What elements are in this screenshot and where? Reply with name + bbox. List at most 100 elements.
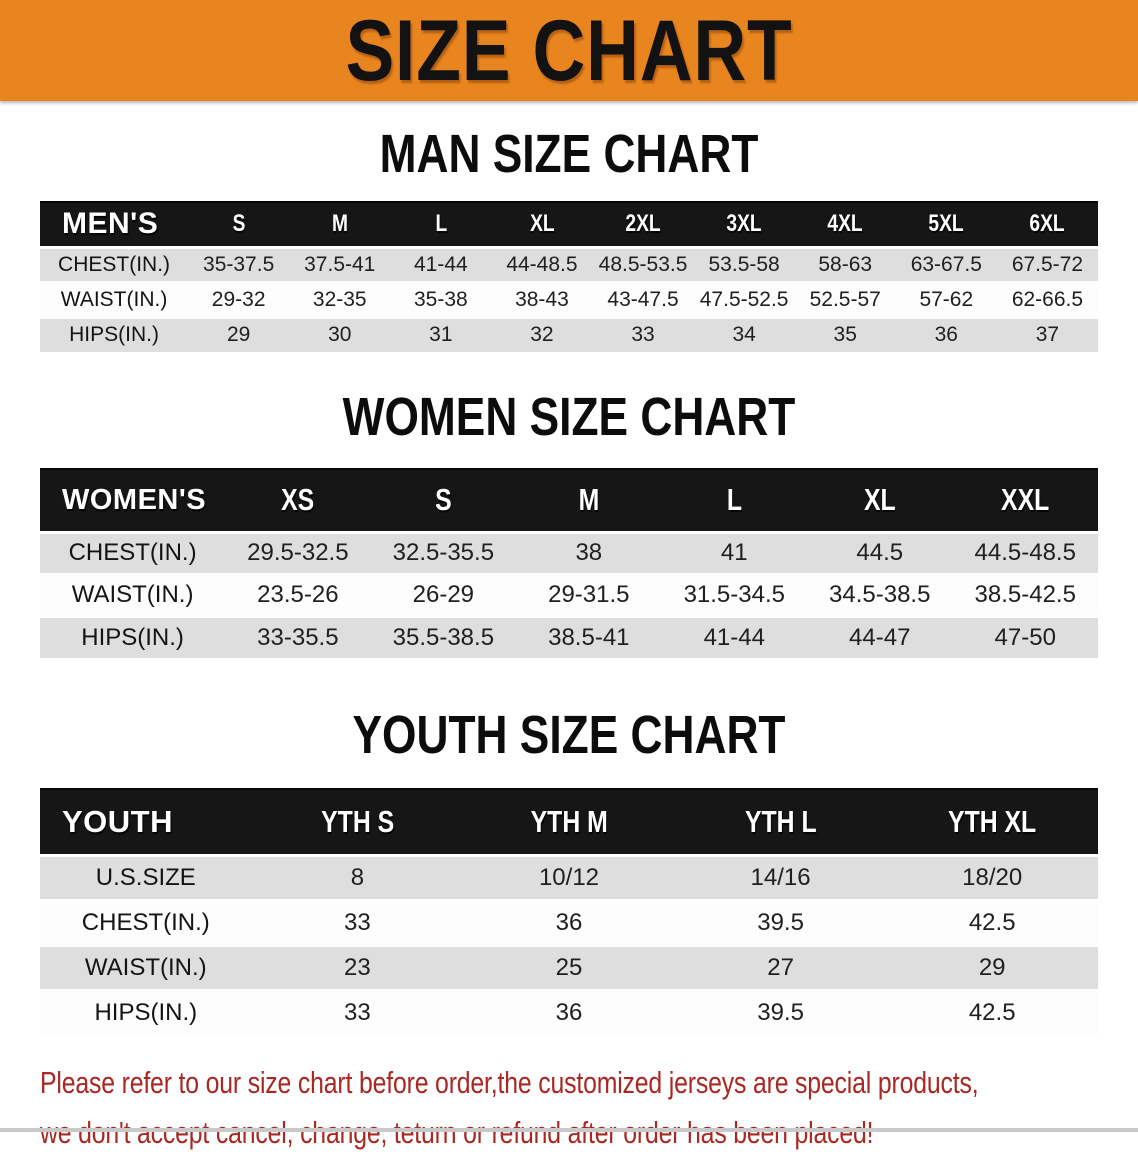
size-column-header: S — [370, 468, 517, 533]
measurement-cell: 31 — [390, 315, 492, 352]
size-column-header-text: S — [435, 482, 452, 518]
size-column-header: XL — [807, 468, 953, 533]
table-row: HIPS(IN.) 33-35.5 35.5-38.5 38.5-41 41-44 44-… — [40, 614, 1098, 658]
measurement-cell: 8 — [251, 853, 464, 900]
measurement-cell: 42.5 — [886, 988, 1098, 1035]
size-column-header-text: YTH L — [744, 803, 817, 839]
womens-size-table: WOMEN'S XS S M L XL XXL CHEST(IN.) 29.5-32.5 32.5… — [40, 468, 1098, 658]
disclaimer: Please refer to our size chart before or… — [40, 1061, 1138, 1161]
row-label: CHEST(IN.) — [40, 898, 252, 945]
size-column-header-text: M — [578, 482, 600, 518]
measurement-cell: 29 — [886, 943, 1098, 990]
size-column-header-text: XXL — [1001, 482, 1050, 518]
row-label: HIPS(IN.) — [40, 614, 226, 658]
table-row: HIPS(IN.) 29 30 31 32 33 34 35 36 37 — [40, 315, 1098, 352]
section-youth: YOUTH SIZE CHART YOUTH YTH S YTH M YTH L YTH … — [40, 705, 1098, 1035]
size-column-header-text: S — [232, 210, 246, 238]
row-label: WAIST(IN.) — [40, 280, 189, 317]
measurement-cell: 33 — [251, 988, 464, 1035]
size-column-header: XXL — [952, 468, 1098, 533]
table-row: WAIST(IN.) 23.5-26 26-29 29-31.5 31.5-34.5 34… — [40, 572, 1098, 616]
measurement-cell: 38.5-41 — [516, 614, 662, 658]
measurement-cell: 67.5-72 — [996, 245, 1098, 282]
table-header-label: YOUTH — [40, 788, 252, 856]
measurement-cell: 35-38 — [390, 280, 492, 317]
table-header-label: WOMEN'S — [40, 468, 226, 533]
banner-title: SIZE CHART — [345, 2, 793, 99]
measurement-cell: 42.5 — [886, 898, 1098, 945]
table-row: CHEST(IN.) 35-37.5 37.5-41 41-44 44-48.5 48.5… — [40, 245, 1098, 282]
section-womens: WOMEN SIZE CHART WOMEN'S XS S M L XL XXL CHEST(I… — [40, 387, 1098, 658]
section-heading-text: MAN SIZE CHART — [379, 124, 759, 184]
measurement-cell: 35.5-38.5 — [370, 614, 517, 658]
measurement-cell: 43-47.5 — [592, 280, 694, 317]
section-heading-text: YOUTH SIZE CHART — [352, 705, 786, 765]
measurement-cell: 32 — [491, 315, 593, 352]
bottom-edge-divider — [0, 1128, 1138, 1132]
measurement-cell: 32-35 — [289, 280, 391, 317]
measurement-cell: 23 — [251, 943, 464, 990]
section-heading-womens: WOMEN SIZE CHART — [40, 387, 1098, 447]
measurement-cell: 39.5 — [674, 898, 887, 945]
measurement-cell: 63-67.5 — [895, 245, 997, 282]
measurement-cell: 41-44 — [390, 245, 492, 282]
table-row: CHEST(IN.) 29.5-32.5 32.5-35.5 38 41 44.5 44.5… — [40, 530, 1098, 574]
size-column-header-text: L — [726, 482, 742, 518]
section-mens: MAN SIZE CHART MEN'S S M L XL 2XL 3XL 4XL 5XL 6XL C… — [40, 124, 1098, 352]
table-header-label: MEN'S — [40, 201, 189, 248]
size-column-header-text: L — [434, 210, 447, 238]
measurement-cell: 41 — [661, 530, 808, 574]
table-row: CHEST(IN.) 33 36 39.5 42.5 — [40, 898, 1098, 945]
measurement-cell: 37 — [996, 315, 1098, 352]
measurement-cell: 31.5-34.5 — [661, 572, 808, 616]
size-column-header: 4XL — [794, 201, 896, 248]
size-column-header: XL — [491, 201, 593, 248]
measurement-cell: 53.5-58 — [693, 245, 795, 282]
row-label: HIPS(IN.) — [40, 315, 189, 352]
measurement-cell: 33 — [251, 898, 464, 945]
measurement-cell: 23.5-26 — [225, 572, 371, 616]
measurement-cell: 32.5-35.5 — [370, 530, 517, 574]
size-column-header: 6XL — [996, 201, 1098, 248]
table-header-row: YOUTH YTH S YTH M YTH L YTH XL — [40, 788, 1098, 856]
measurement-cell: 47-50 — [952, 614, 1098, 658]
size-column-header-text: 2XL — [625, 210, 661, 238]
measurement-cell: 33-35.5 — [225, 614, 371, 658]
disclaimer-line-2-text: we don't accept cancel, change, teturn o… — [40, 1115, 874, 1150]
row-label: WAIST(IN.) — [40, 943, 252, 990]
section-heading-text: WOMEN SIZE CHART — [342, 387, 796, 447]
measurement-cell: 58-63 — [794, 245, 896, 282]
size-column-header: 3XL — [693, 201, 795, 248]
size-column-header-text: XL — [863, 482, 896, 518]
measurement-cell: 36 — [895, 315, 997, 352]
size-column-header: YTH M — [463, 788, 675, 856]
table-row: U.S.SIZE 8 10/12 14/16 18/20 — [40, 853, 1098, 900]
size-column-header: YTH L — [674, 788, 887, 856]
measurement-cell: 26-29 — [370, 572, 517, 616]
youth-size-table: YOUTH YTH S YTH M YTH L YTH XL U.S.SIZE 8 10/12… — [40, 788, 1098, 1035]
measurement-cell: 44.5 — [807, 530, 953, 574]
measurement-cell: 38-43 — [491, 280, 593, 317]
size-column-header: L — [661, 468, 808, 533]
measurement-cell: 39.5 — [674, 988, 887, 1035]
measurement-cell: 34 — [693, 315, 795, 352]
measurement-cell: 27 — [674, 943, 887, 990]
disclaimer-line: Please refer to our size chart before or… — [40, 1061, 1138, 1111]
measurement-cell: 36 — [463, 898, 675, 945]
measurement-cell: 41-44 — [661, 614, 808, 658]
size-column-header-text: 6XL — [1029, 210, 1066, 238]
disclaimer-line: we don't accept cancel, change, teturn o… — [40, 1111, 1138, 1161]
measurement-cell: 48.5-53.5 — [592, 245, 694, 282]
measurement-cell: 33 — [592, 315, 694, 352]
size-column-header: M — [289, 201, 391, 248]
measurement-cell: 52.5-57 — [794, 280, 896, 317]
row-label: CHEST(IN.) — [40, 530, 226, 574]
row-label: CHEST(IN.) — [40, 245, 189, 282]
measurement-cell: 18/20 — [886, 853, 1098, 900]
measurement-cell: 29-32 — [188, 280, 290, 317]
size-chart-sections: MAN SIZE CHART MEN'S S M L XL 2XL 3XL 4XL 5XL 6XL C… — [0, 124, 1138, 1035]
measurement-cell: 44.5-48.5 — [952, 530, 1098, 574]
measurement-cell: 57-62 — [895, 280, 997, 317]
measurement-cell: 30 — [289, 315, 391, 352]
measurement-cell: 36 — [463, 988, 675, 1035]
